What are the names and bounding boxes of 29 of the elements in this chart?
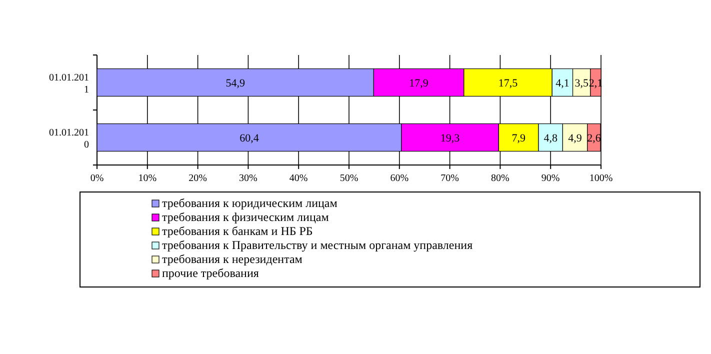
x-tick-label: 60%: [390, 173, 409, 184]
legend-label: требования к Правительству и местным органам управления: [162, 238, 474, 252]
data-label: 17,5: [498, 78, 518, 90]
legend-label: прочие требования: [162, 266, 260, 280]
data-label: 54,9: [226, 78, 246, 90]
x-tick-label: 70%: [440, 173, 459, 184]
x-tick-label: 0%: [90, 173, 104, 184]
data-label: 4,8: [544, 132, 558, 144]
x-tick-label: 90%: [541, 173, 560, 184]
data-label: 7,9: [512, 132, 526, 144]
legend-label: требования к нерезидентам: [162, 252, 303, 266]
data-label: 4,9: [568, 132, 582, 144]
data-label: 19,3: [440, 132, 460, 144]
x-tick-label: 100%: [589, 173, 613, 184]
x-tick-label: 80%: [491, 173, 510, 184]
y-tick-label: 01.01.2011: [49, 72, 89, 96]
data-label: 60,4: [240, 132, 260, 144]
data-label: 17,9: [409, 78, 429, 90]
legend-label: требования к банкам и НБ РБ: [162, 224, 313, 238]
x-tick-label: 20%: [188, 173, 207, 184]
x-tick-label: 40%: [289, 173, 308, 184]
x-tick-label: 50%: [340, 173, 358, 184]
data-label: 4,1: [556, 78, 570, 90]
legend-label: требования к юридическим лицам: [162, 196, 338, 210]
x-tick-label: 30%: [239, 173, 258, 184]
legend-label: требования к физическим лицам: [162, 210, 330, 224]
data-label: 3,5: [574, 78, 589, 90]
y-tick-label: 01.01.2010: [49, 128, 89, 150]
x-tick-label: 10%: [138, 173, 157, 184]
